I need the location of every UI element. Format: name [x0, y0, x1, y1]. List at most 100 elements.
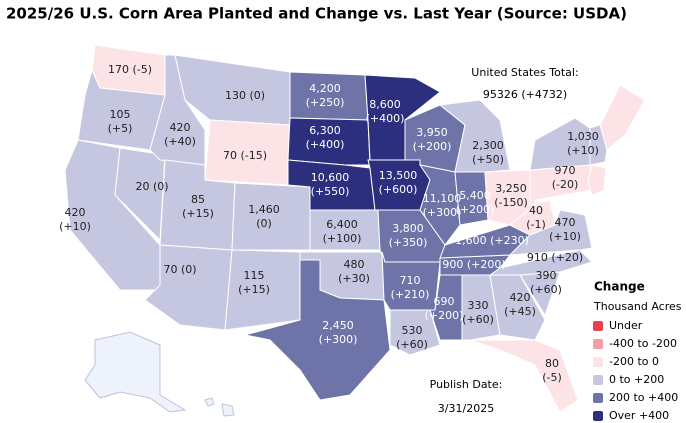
- state-label: 1,600 (+230): [455, 234, 529, 247]
- hawaii: [204, 397, 215, 407]
- state-shape: [287, 117, 371, 166]
- state-area: 3,800: [392, 222, 424, 235]
- legend-label: -200 to 0: [609, 355, 659, 368]
- state-shape: [389, 309, 441, 356]
- state-change: (+400): [366, 112, 405, 125]
- state-area: 420: [65, 206, 86, 219]
- state-area: 13,500: [379, 169, 418, 182]
- state-area: 11,100: [423, 192, 462, 205]
- legend-subtitle: Thousand Acres: [593, 300, 682, 313]
- state-change: (-20): [552, 178, 579, 191]
- state-area: 1,460: [248, 203, 280, 216]
- state-shape: [587, 164, 607, 197]
- state-shape: [508, 209, 593, 256]
- state-label: 20 (0): [135, 180, 168, 193]
- legend-label: 0 to +200: [609, 373, 664, 386]
- state-change: (-5): [132, 63, 152, 76]
- state-label: 70 (0): [163, 263, 196, 276]
- state-area: 85: [191, 193, 205, 206]
- state-area: 420: [170, 121, 191, 134]
- state-area: 20: [135, 180, 149, 193]
- state-label: 170 (-5): [108, 63, 152, 76]
- state-change: (+550): [311, 185, 350, 198]
- state-change: (+300): [319, 333, 358, 346]
- state-area: 40: [529, 204, 543, 217]
- alaska: [84, 331, 187, 413]
- state-area: 8,600: [369, 98, 401, 111]
- state-change: (+15): [238, 283, 270, 296]
- state-area: 1,600: [455, 234, 487, 247]
- legend-swatch: [593, 321, 603, 331]
- state-change: (+60): [530, 283, 562, 296]
- state-change: (+200): [425, 309, 464, 322]
- state-area: 690: [434, 295, 455, 308]
- total-value: 95326 (+4732): [483, 88, 567, 101]
- state-change: (+60): [396, 338, 428, 351]
- state-label: 130 (0): [225, 89, 265, 102]
- state-area: 130: [225, 89, 246, 102]
- title: 2025/26 U.S. Corn Area Planted and Chang…: [6, 5, 627, 23]
- state-area: 3,250: [495, 182, 527, 195]
- state-area: 5,400: [459, 189, 491, 202]
- legend-label: -400 to -200: [609, 337, 677, 350]
- state-change: (+300): [423, 206, 462, 219]
- state-change: (+100): [323, 232, 362, 245]
- state-change: (+15): [182, 207, 214, 220]
- state-change: (+5): [108, 122, 133, 135]
- publish-label: Publish Date:: [430, 378, 503, 391]
- state-area: 1,030: [567, 130, 599, 143]
- state-change: (+210): [391, 288, 430, 301]
- state-change: (+200): [413, 140, 452, 153]
- state-shape: [469, 339, 579, 413]
- state-change: (+250): [306, 96, 345, 109]
- state-area: 10,600: [311, 171, 350, 184]
- legend-label: 200 to +400: [609, 391, 678, 404]
- legend-swatch: [593, 339, 603, 349]
- state-area: 170: [108, 63, 129, 76]
- state-label: 900 (+200): [442, 258, 505, 271]
- legend-swatch: [593, 357, 603, 367]
- state-change: (+30): [338, 272, 370, 285]
- state-area: 70: [163, 263, 177, 276]
- state-change: (+350): [389, 236, 428, 249]
- state-area: 115: [244, 269, 265, 282]
- hawaii: [221, 403, 235, 417]
- state-area: 4,200: [309, 82, 341, 95]
- state-area: 2,300: [472, 139, 504, 152]
- state-change: (+200): [467, 258, 506, 271]
- state-change: (-150): [494, 196, 528, 209]
- state-area: 330: [468, 299, 489, 312]
- state-shape: [244, 259, 391, 401]
- state-shape: [589, 124, 608, 166]
- state-area: 530: [402, 324, 423, 337]
- legend-swatch: [593, 393, 603, 403]
- legend-swatch: [593, 411, 603, 421]
- state-change: (+20): [551, 251, 583, 264]
- state-change: (+60): [462, 313, 494, 326]
- total-label: United States Total:: [471, 66, 578, 79]
- state-change: (+50): [472, 153, 504, 166]
- state-area: 70: [223, 149, 237, 162]
- state-change: (+200): [456, 203, 495, 216]
- state-area: 910: [527, 251, 548, 264]
- state-change: (0): [249, 89, 265, 102]
- state-label: 910 (+20): [527, 251, 583, 264]
- state-change: (+40): [164, 135, 196, 148]
- state-change: (+600): [379, 183, 418, 196]
- state-change: (-1): [526, 218, 546, 231]
- state-change: (0): [153, 180, 169, 193]
- state-area: 3,950: [416, 126, 448, 139]
- state-shape: [599, 84, 646, 151]
- state-area: 80: [545, 357, 559, 370]
- state-change: (-5): [542, 371, 562, 384]
- state-change: (+10): [567, 144, 599, 157]
- state-change: (+400): [306, 138, 345, 151]
- legend-swatch: [593, 375, 603, 385]
- state-change: (0): [256, 217, 272, 230]
- state-change: (-15): [240, 149, 267, 162]
- state-area: 105: [110, 108, 131, 121]
- state-change: (+10): [549, 230, 581, 243]
- state-area: 900: [442, 258, 463, 271]
- state-change: (+230): [490, 234, 529, 247]
- legend-label: Under: [609, 319, 643, 332]
